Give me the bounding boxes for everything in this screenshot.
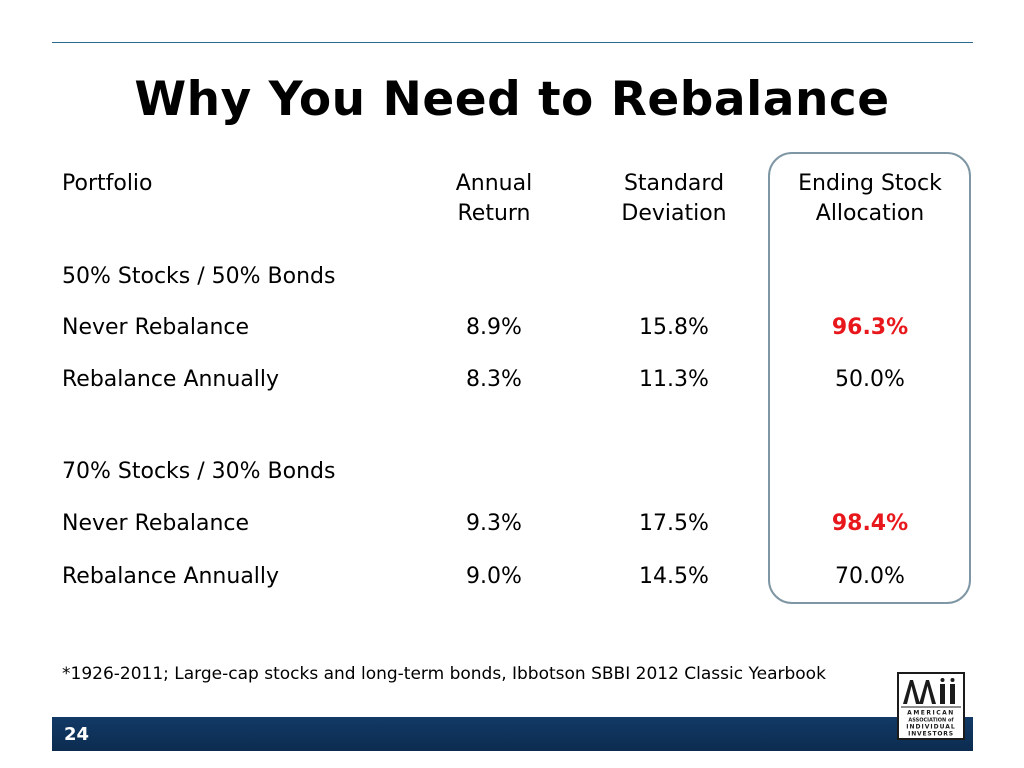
group-label: 50% Stocks / 50% Bonds (62, 264, 336, 289)
logo-line-investors: INVESTORS (908, 731, 954, 738)
row-name: Rebalance Annually (62, 367, 280, 392)
header-portfolio: Portfolio (62, 171, 153, 196)
row-name: Never Rebalance (62, 511, 250, 536)
row-annual-return: 8.3% (466, 367, 522, 392)
ending-allocation-highlight-box (768, 152, 971, 604)
aaii-logo-mark: AMERICAN ASSOCIATION of INDIVIDUAL INVES… (901, 678, 961, 738)
page-number: 24 (64, 724, 90, 745)
logo-line-individual: INDIVIDUAL (906, 724, 955, 731)
logo-line-american: AMERICAN (907, 710, 955, 717)
header-annual-return: Annual Return (455, 171, 533, 226)
footer-bar (52, 717, 973, 751)
header-standard-deviation: Standard Deviation (621, 171, 727, 226)
group-label: 70% Stocks / 30% Bonds (62, 459, 336, 484)
row-annual-return: 9.3% (466, 511, 522, 536)
row-name: Rebalance Annually (62, 564, 280, 589)
source-footnote: *1926-2011; Large-cap stocks and long-te… (62, 664, 826, 684)
row-std-dev: 11.3% (639, 367, 709, 392)
header-ending-stock-allocation: Ending Stock Allocation (798, 171, 942, 226)
slide-title: Why You Need to Rebalance (134, 72, 890, 127)
top-divider (52, 42, 973, 43)
row-annual-return: 8.9% (466, 315, 522, 340)
row-std-dev: 14.5% (639, 564, 709, 589)
row-ending-alloc-highlighted: 96.3% (831, 315, 909, 340)
row-ending-alloc: 70.0% (835, 564, 905, 589)
row-ending-alloc: 50.0% (835, 367, 905, 392)
row-ending-alloc-highlighted: 98.4% (831, 511, 909, 536)
row-annual-return: 9.0% (466, 564, 522, 589)
aaii-logo: AMERICAN ASSOCIATION of INDIVIDUAL INVES… (897, 672, 965, 740)
row-std-dev: 17.5% (639, 511, 709, 536)
logo-line-association: ASSOCIATION of (908, 718, 954, 724)
row-name: Never Rebalance (62, 315, 250, 340)
row-std-dev: 15.8% (639, 315, 709, 340)
